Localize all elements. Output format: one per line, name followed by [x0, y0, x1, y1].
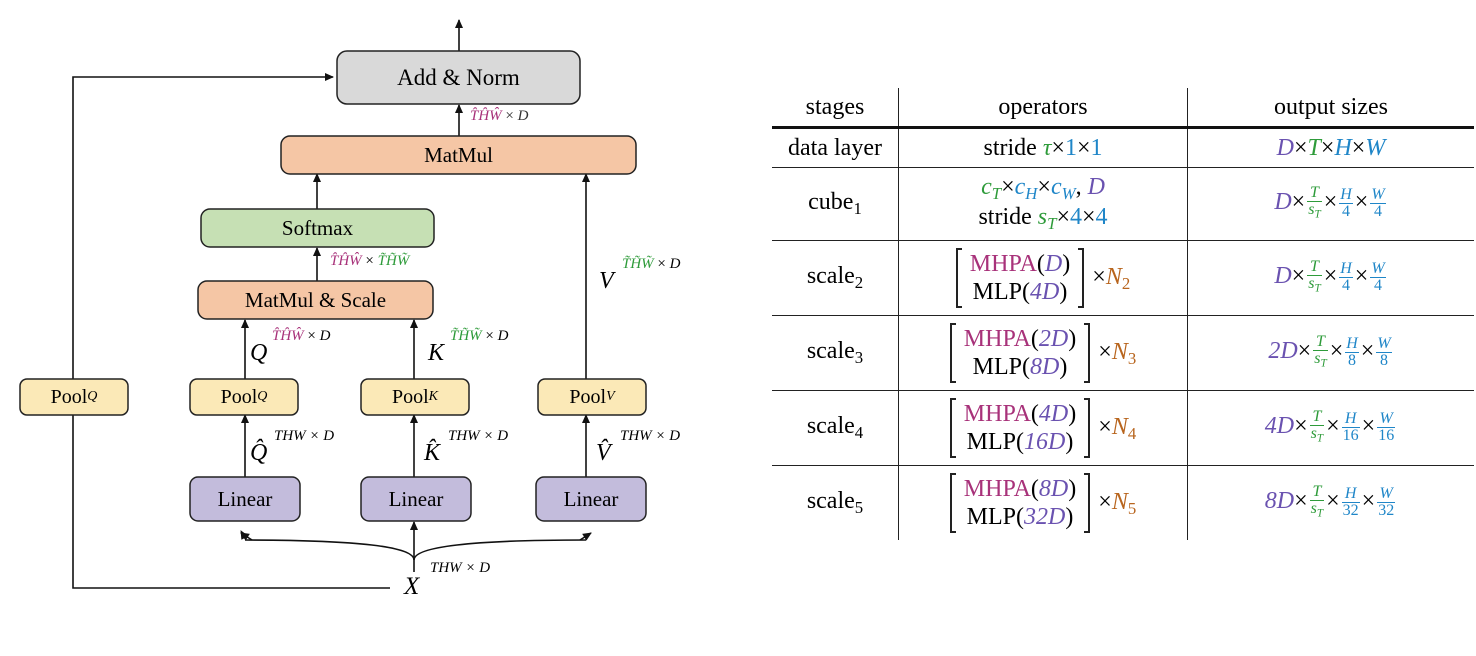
k-hat-dim: THW × D [448, 428, 509, 444]
pool-q-left-box [19, 378, 129, 416]
add-norm-label: Add & Norm [397, 64, 520, 90]
linear-k-box [360, 476, 472, 522]
matmul-label: MatMul [424, 142, 493, 167]
label-k-hat: K̂ [424, 440, 441, 466]
pool-v-label: Pool V [569, 385, 615, 408]
softmax-label: Softmax [281, 215, 354, 240]
attn-dim: T̂ĤŴ × T̃H̃W̃ [330, 253, 410, 269]
label-v-hat: V̂ [596, 440, 611, 466]
output-cell: D×T×H×W [1276, 134, 1386, 161]
pool-q-left-label: Pool Q [50, 385, 98, 408]
add-norm-box [336, 50, 581, 105]
matmul-out-dim: T̂ĤŴ × D [470, 108, 529, 124]
header-output-sizes: output sizes [1274, 93, 1388, 120]
k-dim: T̃H̃W̃ × D [450, 328, 509, 344]
operator-cell: stride τ×1×1 [898, 127, 1188, 168]
linear-q-label: Linear [217, 486, 273, 511]
header-stages: stages [772, 88, 899, 128]
header-operators: operators [898, 88, 1188, 128]
stage-cell: scale4 [772, 390, 899, 466]
pool-q-label: Pool Q [220, 385, 268, 408]
x-dim: THW × D [430, 560, 491, 576]
q-dim: T̂ĤŴ × D [272, 328, 331, 344]
architecture-table: stages operators output sizes data layer… [772, 88, 1474, 540]
label-q: Q [250, 340, 268, 366]
residual-path [72, 73, 390, 589]
stage-cell: data layer [772, 127, 899, 168]
stage-cell: scale5 [772, 465, 899, 540]
x-fanout-curve [244, 539, 415, 561]
linear-k-label: Linear [388, 486, 444, 511]
pool-v-box [537, 378, 647, 416]
stage-cell: scale2 [772, 240, 899, 316]
matmul-box [280, 135, 637, 175]
operator-cell: MHPA(4D) MLP(16D) ×N4 [898, 390, 1188, 466]
stage-cell: cube1 [772, 167, 899, 241]
label-q-hat: Q̂ [250, 440, 268, 466]
q-hat-dim: THW × D [274, 428, 335, 444]
linear-v-label: Linear [563, 486, 619, 511]
linear-q-box [189, 476, 301, 522]
operator-cell: MHPA(8D) MLP(32D) ×N5 [898, 465, 1188, 540]
label-k: K [428, 340, 445, 366]
label-x: X [404, 573, 420, 600]
operator-cell: MHPA(2D) MLP(8D) ×N3 [898, 315, 1188, 391]
linear-v-box [535, 476, 647, 522]
v-dim: T̃H̃W̃ × D [622, 256, 681, 272]
stage-cell: scale3 [772, 315, 899, 391]
softmax-box [200, 208, 435, 248]
table-row: data layer stride τ×1×1 D×T×H×W [772, 127, 1474, 168]
operator-cell: MHPA(D) MLP(4D) ×N2 [898, 240, 1188, 316]
pool-k-label: Pool K [391, 385, 439, 408]
matmul-scale-label: MatMul & Scale [244, 287, 387, 312]
table-header-row: stages operators output sizes [772, 88, 1474, 128]
label-v: V [599, 268, 614, 294]
x-fanout-curve-right [413, 539, 587, 561]
attention-diagram [19, 19, 647, 589]
v-hat-dim: THW × D [620, 428, 681, 444]
pool-k-box [360, 378, 470, 416]
matmul-scale-box [197, 280, 434, 320]
operator-cell: cT×cH×cW, D stride sT×4×4 [898, 167, 1188, 241]
pool-q-box [189, 378, 299, 416]
